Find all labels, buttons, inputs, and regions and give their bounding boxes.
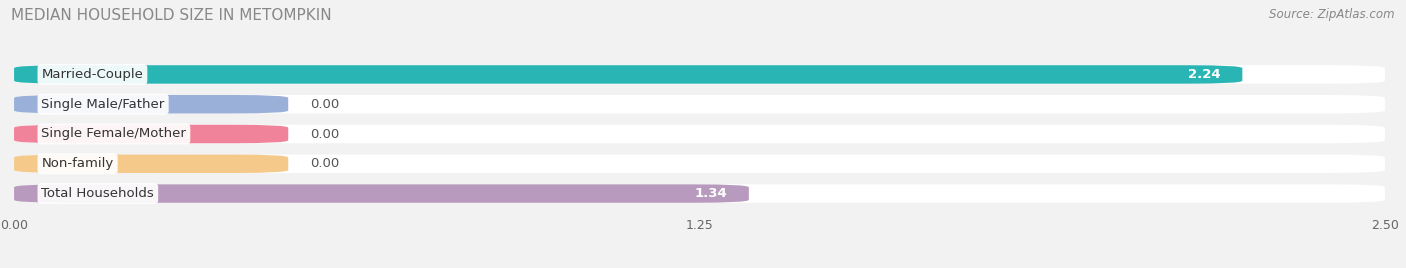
Text: 0.00: 0.00: [311, 128, 339, 140]
FancyBboxPatch shape: [14, 155, 288, 173]
FancyBboxPatch shape: [14, 155, 1385, 173]
FancyBboxPatch shape: [14, 125, 1385, 143]
Text: MEDIAN HOUSEHOLD SIZE IN METOMPKIN: MEDIAN HOUSEHOLD SIZE IN METOMPKIN: [11, 8, 332, 23]
Text: Married-Couple: Married-Couple: [42, 68, 143, 81]
Text: Source: ZipAtlas.com: Source: ZipAtlas.com: [1270, 8, 1395, 21]
FancyBboxPatch shape: [14, 125, 288, 143]
Text: 0.00: 0.00: [311, 157, 339, 170]
Text: Non-family: Non-family: [42, 157, 114, 170]
FancyBboxPatch shape: [14, 184, 749, 203]
Text: 2.24: 2.24: [1188, 68, 1220, 81]
Text: 1.34: 1.34: [695, 187, 727, 200]
Text: Single Male/Father: Single Male/Father: [42, 98, 165, 111]
FancyBboxPatch shape: [14, 65, 1243, 84]
FancyBboxPatch shape: [14, 95, 288, 113]
Text: Total Households: Total Households: [42, 187, 155, 200]
FancyBboxPatch shape: [14, 65, 1385, 84]
FancyBboxPatch shape: [14, 184, 1385, 203]
FancyBboxPatch shape: [14, 95, 1385, 113]
Text: 0.00: 0.00: [311, 98, 339, 111]
Text: Single Female/Mother: Single Female/Mother: [42, 128, 187, 140]
